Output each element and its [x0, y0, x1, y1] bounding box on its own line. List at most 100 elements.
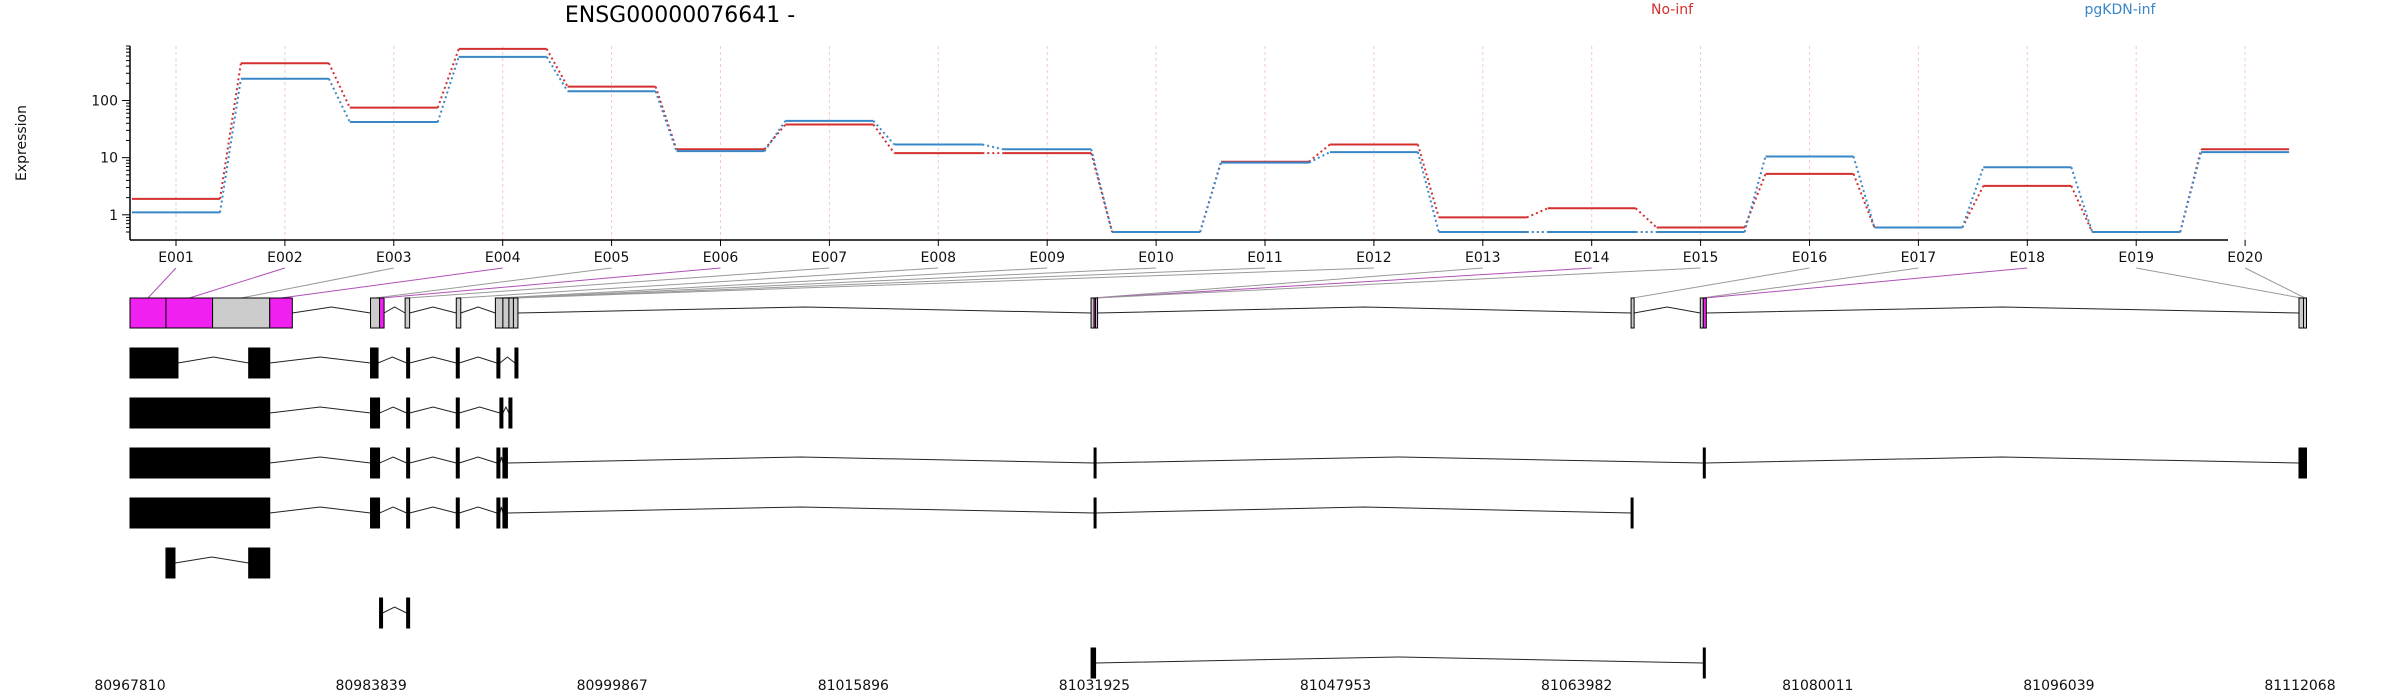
data-connector — [1743, 156, 1767, 233]
intron-line — [409, 506, 457, 514]
exon-block — [165, 297, 214, 329]
x-axis: E001 E002 E003 E004 E005 E006 E007 E008 E009 E010… — [130, 239, 2263, 266]
exon-block — [379, 297, 385, 329]
x-tick-label: E011 — [1247, 250, 1283, 266]
exon-block — [1090, 647, 1097, 679]
exon-block — [2302, 297, 2307, 329]
intron-line — [507, 506, 1095, 514]
genome-tick-label: 80999867 — [577, 678, 648, 694]
exon-connector-lines — [147, 267, 2306, 299]
exon-block — [455, 497, 460, 529]
exon-block — [1630, 297, 1635, 329]
intron-line — [269, 506, 371, 514]
x-tick-label: E019 — [2118, 250, 2154, 266]
x-tick-label: E009 — [1029, 250, 1065, 266]
genome-tick-label: 81080011 — [1782, 678, 1853, 694]
exon-block — [502, 497, 508, 529]
intron-line — [499, 356, 516, 364]
exon-connector — [505, 267, 1157, 299]
transcript — [1090, 647, 1706, 679]
exon-block — [1702, 447, 1706, 479]
genome-tick-label: 81047953 — [1300, 678, 1371, 694]
exon-block — [508, 397, 513, 429]
exon-connector — [511, 267, 1266, 299]
exon-block — [1093, 497, 1097, 529]
intron-line — [1095, 656, 1704, 664]
exon-block — [508, 297, 514, 329]
y-tick-label: 1 — [109, 208, 118, 224]
data-connector — [219, 63, 242, 200]
intron-line — [459, 456, 498, 464]
data-connector — [982, 143, 1004, 151]
data-connector — [1090, 152, 1114, 233]
y-tick-label: 100 — [91, 94, 118, 110]
data-connector — [1526, 207, 1549, 219]
exon-block — [269, 297, 293, 329]
transcript-models — [129, 297, 2307, 679]
data-connector — [872, 123, 896, 154]
exon-block — [165, 547, 176, 579]
exon-connector — [1701, 267, 1919, 299]
intron-line — [1095, 506, 1632, 514]
data-connector — [436, 48, 460, 108]
x-tick-label: E014 — [1574, 250, 1610, 266]
data-connector — [2070, 166, 2094, 233]
exon-connector — [280, 267, 503, 299]
transcript — [129, 397, 513, 429]
exon-block — [2298, 297, 2304, 329]
x-tick-label: E005 — [594, 250, 630, 266]
transcript — [129, 347, 519, 379]
gridlines — [175, 46, 2246, 240]
x-tick-label: E010 — [1138, 250, 1174, 266]
transcript — [165, 547, 271, 579]
series-pgkdn-inf — [132, 55, 2290, 233]
exon-connector — [374, 267, 612, 299]
data-connector — [2179, 149, 2203, 233]
exon-block — [496, 347, 501, 379]
series-no-inf — [132, 47, 2290, 233]
exon-block — [406, 447, 411, 479]
exon-block — [496, 497, 501, 529]
exon-connector — [241, 267, 394, 299]
exon-block — [248, 347, 271, 379]
data-connector — [1852, 156, 1876, 228]
genome-tick-label: 81063982 — [1541, 678, 1612, 694]
exon-block — [499, 397, 504, 429]
x-tick-label: E017 — [1901, 250, 1937, 266]
x-tick-label: E002 — [267, 250, 303, 266]
genome-tick-label: 80967810 — [94, 678, 165, 694]
exon-block — [1630, 497, 1634, 529]
intron-line — [377, 356, 407, 364]
exon-connector — [2136, 267, 2302, 299]
x-tick-label: E001 — [158, 250, 194, 266]
data-connector — [2070, 185, 2094, 233]
exon-block — [370, 397, 381, 429]
intron-line — [379, 456, 407, 464]
exon-connector — [2244, 267, 2306, 299]
transcript — [129, 297, 2307, 329]
y-axis-label: Expression — [14, 105, 30, 181]
data-connector — [1416, 144, 1440, 218]
exon-connector — [1704, 267, 2028, 299]
intron-line — [409, 406, 457, 414]
intron-line — [174, 556, 249, 564]
exon-block — [212, 297, 271, 329]
data-connector — [327, 78, 351, 123]
exon-block — [1702, 647, 1706, 679]
exon-block — [129, 347, 179, 379]
genome-coordinate-axis: 80967810 80983839 80999867 81015896 81031925… — [94, 678, 2335, 694]
exon-block — [129, 447, 271, 479]
intron-line — [383, 306, 406, 314]
exon-connector — [189, 267, 286, 299]
data-connector — [1961, 166, 1985, 228]
genome-tick-label: 81096039 — [2023, 678, 2094, 694]
data-connector — [219, 78, 242, 213]
data-connector — [1416, 151, 1440, 233]
exon-block — [494, 297, 504, 329]
data-connector — [654, 90, 678, 152]
x-tick-label: E018 — [2010, 250, 2046, 266]
intron-line — [382, 606, 407, 614]
exon-block — [370, 497, 381, 529]
x-tick-label: E004 — [485, 250, 521, 266]
